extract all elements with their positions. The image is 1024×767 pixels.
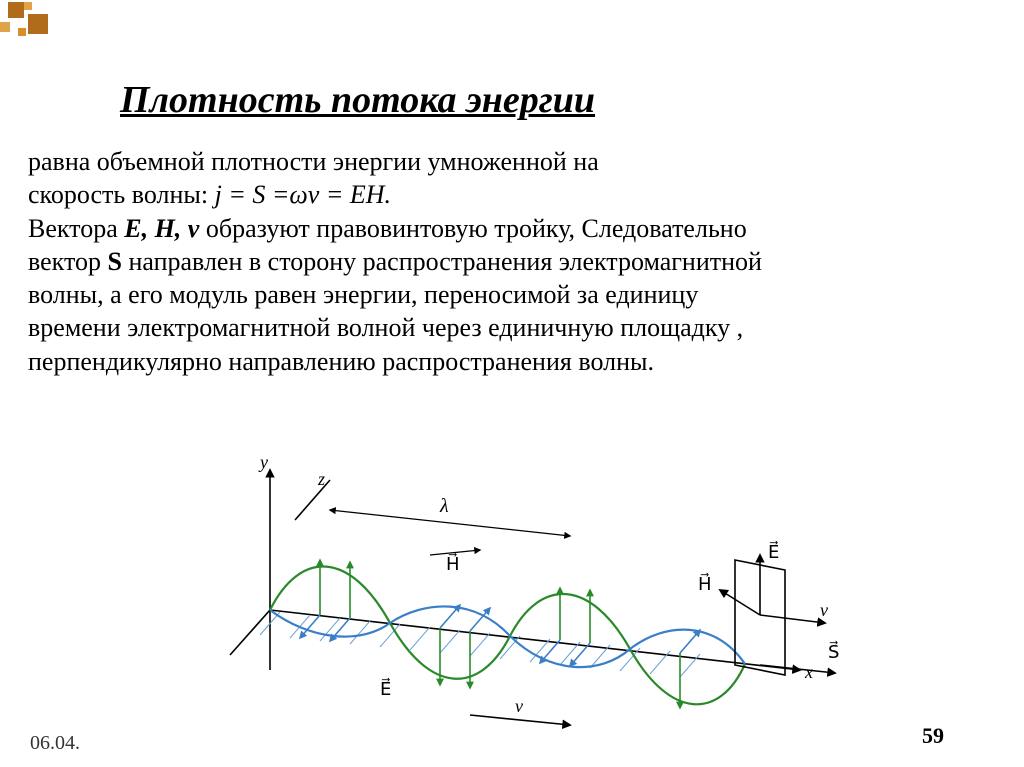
line-7: перпендикулярно направлению распростране… (28, 345, 990, 378)
slide: Плотность потока энергии равна объемной … (0, 0, 1024, 767)
line-3: Вектора E, H, v образуют правовинтовую т… (28, 212, 990, 245)
line-4-post: направлен в сторону распространения элек… (122, 247, 762, 276)
label-lambda: λ (439, 495, 449, 517)
label-y: y (258, 452, 268, 472)
line-2: скорость волны: j = S =ωv = EH. (28, 178, 990, 211)
label-S: S⃗ (828, 641, 839, 662)
footer-page: 59 (922, 723, 944, 749)
label-v-triad: v⃗ (820, 600, 842, 620)
vectors-ehv: E, H, v (124, 214, 199, 243)
label-v-bottom: v⃗ (515, 696, 537, 716)
label-E-triad: E⃗ (768, 541, 779, 562)
line-4-pre: вектор (28, 247, 107, 276)
e-wave (270, 567, 745, 705)
label-z: z (317, 469, 325, 489)
label-H-wave: H⃗ (446, 553, 460, 574)
line-3-pre: Вектора (28, 214, 124, 243)
e-arrows (320, 560, 680, 708)
line-3-post: образуют правовинтовую тройку, Следовате… (199, 214, 746, 243)
label-E-wave: E⃗ (380, 678, 391, 699)
h-plane-hatch (260, 612, 700, 677)
line-2-label: скорость волны: (28, 180, 208, 209)
formula: j = S =ωv = EH. (208, 180, 391, 209)
label-H-triad: H⃗ (698, 573, 712, 594)
em-wave-figure: y z x S⃗ (200, 440, 850, 730)
line-1: равна объемной плотности энергии умножен… (28, 145, 990, 178)
em-wave-svg: y z x S⃗ (200, 440, 850, 730)
slide-title: Плотность потока энергии (120, 78, 595, 122)
label-x: x (804, 662, 813, 682)
vector-s: S (107, 247, 121, 276)
corner-decoration (0, 0, 60, 40)
line-6: времени электромагнитной волной через ед… (28, 311, 990, 344)
line-4: вектор S направлен в сторону распростран… (28, 245, 990, 278)
footer-date: 06.04. (30, 732, 80, 755)
line-5: волны, а его модуль равен энергии, перен… (28, 278, 990, 311)
body-text: равна объемной плотности энергии умножен… (30, 145, 990, 378)
